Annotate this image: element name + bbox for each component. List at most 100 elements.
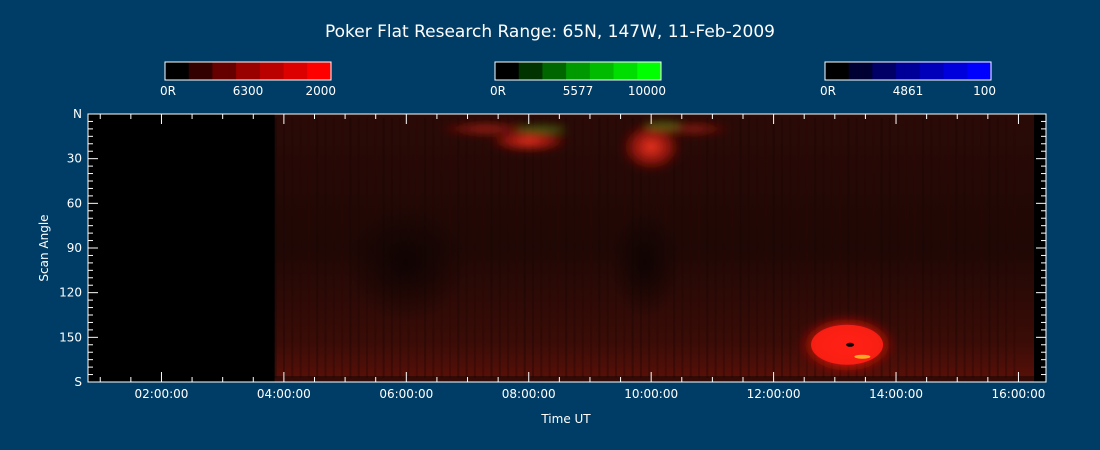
x-tick-label: 16:00:00 bbox=[992, 387, 1046, 401]
y-axis: N 30 60 90 120 150 S bbox=[59, 107, 1046, 389]
streak bbox=[988, 118, 991, 378]
streak bbox=[722, 118, 725, 378]
streak bbox=[955, 118, 958, 378]
colorbar-swatch bbox=[259, 62, 285, 80]
streak bbox=[872, 118, 875, 378]
streak bbox=[606, 118, 609, 378]
colorbar-swatch bbox=[637, 62, 662, 80]
streak bbox=[971, 118, 974, 378]
streak bbox=[922, 118, 925, 378]
x-tick-label: 04:00:00 bbox=[257, 387, 311, 401]
streak bbox=[473, 118, 476, 378]
streak bbox=[482, 118, 485, 378]
colorbar-swatch bbox=[872, 62, 897, 80]
streak bbox=[498, 118, 501, 378]
streak bbox=[822, 118, 825, 378]
streak bbox=[590, 118, 593, 378]
dark-patch bbox=[610, 207, 681, 318]
colorbar-green: 0R 5577 10000 bbox=[490, 61, 666, 98]
colorbar-swatch bbox=[212, 62, 237, 80]
streak bbox=[930, 118, 933, 378]
streak bbox=[772, 118, 775, 378]
heatmap-plot bbox=[87, 113, 1047, 383]
streak bbox=[814, 118, 817, 378]
auroral-arcs bbox=[435, 120, 735, 173]
y-tick-label: S bbox=[74, 375, 82, 389]
colorbar-min-label: 0R bbox=[820, 84, 836, 98]
streak bbox=[805, 118, 808, 378]
colorbar-blue: 0R 4861 100 bbox=[820, 61, 996, 98]
streak bbox=[689, 118, 692, 378]
streak bbox=[905, 118, 908, 378]
streak bbox=[880, 118, 883, 378]
streak bbox=[963, 118, 966, 378]
streak bbox=[913, 118, 916, 378]
streak bbox=[598, 118, 601, 378]
streak bbox=[681, 118, 684, 378]
streak bbox=[556, 118, 559, 378]
bottom-strip bbox=[274, 376, 1034, 382]
blob-dark-spot bbox=[846, 342, 855, 347]
y-tick-label: 120 bbox=[59, 286, 82, 300]
colorbar-max-label: 10000 bbox=[628, 84, 666, 98]
southern-blob bbox=[797, 314, 898, 375]
streak bbox=[714, 118, 717, 378]
colorbar-swatch bbox=[896, 62, 921, 80]
colorbar-swatch bbox=[613, 62, 638, 80]
streak bbox=[781, 118, 784, 378]
streak bbox=[706, 118, 709, 378]
dark-patch bbox=[346, 202, 467, 323]
x-tick-label: 02:00:00 bbox=[135, 387, 189, 401]
colorbar-swatch bbox=[518, 62, 543, 80]
blob-hotspot bbox=[854, 354, 871, 359]
streak bbox=[532, 118, 535, 378]
colorbar-swatch bbox=[848, 62, 873, 80]
streak bbox=[830, 118, 833, 378]
x-axis: 02:00:00 04:00:00 06:00:00 08:00:00 10:00:00… bbox=[99, 114, 1046, 401]
streak bbox=[283, 118, 286, 378]
streak bbox=[731, 118, 734, 378]
streak bbox=[739, 118, 742, 378]
colorbar-swatch bbox=[943, 62, 968, 80]
green-tinge bbox=[515, 124, 566, 133]
streak bbox=[1013, 118, 1016, 378]
y-tick-label: 30 bbox=[67, 152, 82, 166]
streak bbox=[490, 118, 493, 378]
colorbar-swatch bbox=[542, 62, 567, 80]
colorbar-frame bbox=[494, 61, 662, 81]
colorbar-swatch bbox=[967, 62, 992, 80]
streak bbox=[324, 118, 327, 378]
streak bbox=[1005, 118, 1008, 378]
x-tick-label: 14:00:00 bbox=[869, 387, 923, 401]
y-tick-label: N bbox=[73, 107, 82, 121]
chart-title: Poker Flat Research Range: 65N, 147W, 11… bbox=[325, 22, 775, 42]
streak bbox=[855, 118, 858, 378]
colorbar-frame bbox=[824, 61, 992, 81]
streak bbox=[581, 118, 584, 378]
streak bbox=[897, 118, 900, 378]
streak bbox=[980, 118, 983, 378]
streak bbox=[274, 118, 277, 378]
streak bbox=[947, 118, 950, 378]
streak bbox=[847, 118, 850, 378]
colorbar-swatch bbox=[188, 62, 213, 80]
streak bbox=[515, 118, 518, 378]
arc-0800-tail bbox=[435, 120, 536, 137]
colorbar-max-label: 100 bbox=[973, 84, 996, 98]
streak bbox=[789, 118, 792, 378]
x-axis-label: Time UT bbox=[540, 412, 591, 426]
streak bbox=[548, 118, 551, 378]
colorbar-swatch bbox=[825, 62, 850, 80]
streak bbox=[839, 118, 842, 378]
colorbar-frame bbox=[164, 61, 332, 81]
colorbar-max-label: 2000 bbox=[305, 84, 336, 98]
colorbar-swatch bbox=[165, 62, 190, 80]
streak bbox=[332, 118, 335, 378]
colorbar-name-label: 5577 bbox=[563, 84, 594, 98]
colorbar-name-label: 6300 bbox=[233, 84, 264, 98]
streak bbox=[299, 118, 302, 378]
streak bbox=[698, 118, 701, 378]
streak bbox=[316, 118, 319, 378]
x-tick-label: 08:00:00 bbox=[502, 387, 556, 401]
